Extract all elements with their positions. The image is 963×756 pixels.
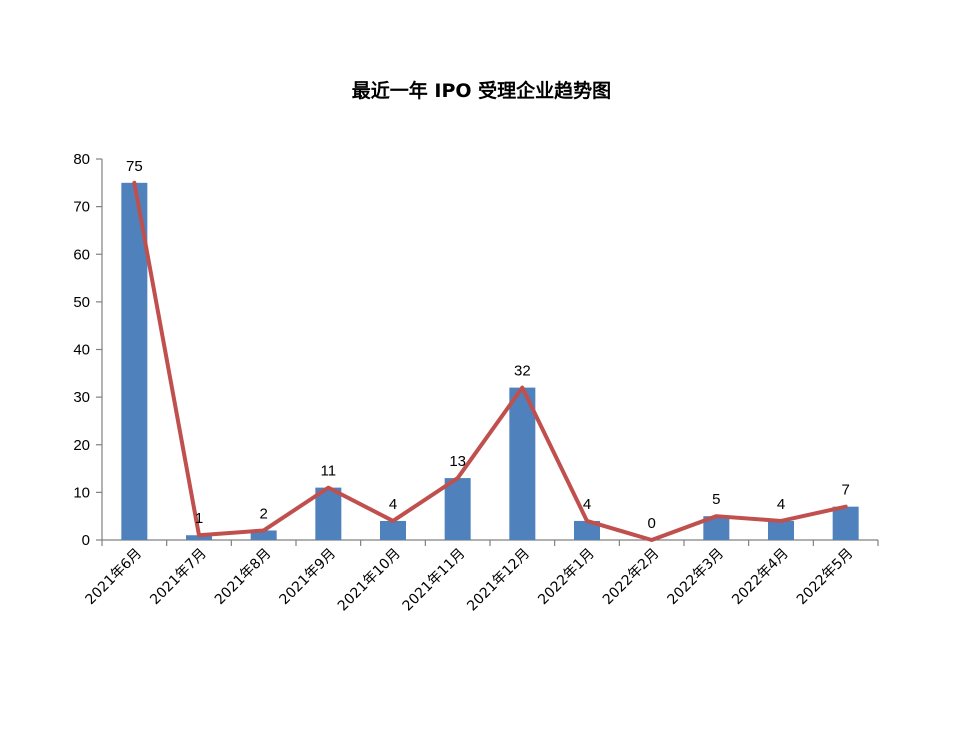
- y-tick-label: 40: [73, 342, 90, 359]
- y-tick-label: 60: [73, 246, 90, 263]
- y-tick-label: 10: [73, 484, 90, 501]
- bar: [574, 520, 600, 540]
- y-tick-label: 0: [82, 532, 90, 549]
- data-label: 2: [259, 505, 267, 522]
- x-tick-label: 2021年6月: [83, 546, 146, 609]
- data-label: 75: [126, 158, 143, 175]
- bar: [380, 520, 406, 540]
- bars: [121, 182, 859, 540]
- bar: [315, 487, 342, 540]
- x-tick-label: 2022年5月: [794, 546, 857, 609]
- y-tick-label: 30: [73, 389, 90, 406]
- trend-line: [132, 180, 848, 542]
- x-tick-label: 2022年2月: [600, 546, 663, 609]
- chart-title: 最近一年 IPO 受理企业趋势图: [351, 80, 612, 102]
- data-label: 0: [647, 515, 655, 532]
- x-tick-label: 2022年3月: [665, 546, 728, 609]
- trend-polyline: [132, 180, 848, 542]
- x-tick-label: 2021年12月: [464, 546, 533, 615]
- x-tick-label: 2021年11月: [400, 546, 469, 615]
- bar: [768, 520, 794, 540]
- bar: [444, 478, 471, 540]
- data-label: 7: [841, 482, 849, 499]
- data-label: 11: [321, 463, 337, 480]
- y-tick-label: 50: [73, 294, 90, 311]
- x-tick-label: 2021年8月: [212, 546, 275, 609]
- data-label: 4: [777, 496, 785, 513]
- y-tick-label: 80: [73, 151, 90, 168]
- y-tick-label: 70: [73, 199, 90, 216]
- x-tick-label: 2022年4月: [729, 546, 792, 609]
- bar: [703, 516, 730, 540]
- bar: [186, 535, 212, 540]
- x-tick-label: 2021年7月: [147, 546, 210, 609]
- y-tick-label: 20: [73, 437, 90, 454]
- x-tick-label: 2022年1月: [535, 546, 598, 609]
- data-label: 1: [195, 510, 203, 527]
- bar: [509, 387, 536, 540]
- data-label: 32: [514, 363, 531, 380]
- axes: [96, 158, 879, 546]
- data-label: 5: [712, 491, 720, 508]
- data-label: 4: [389, 496, 397, 513]
- data-labels: 75 1 2 11 4 13 32 4 0 5 4 7: [126, 158, 850, 532]
- x-tick-label: 2021年10月: [335, 546, 404, 615]
- bar: [121, 182, 148, 540]
- bar: [250, 530, 277, 540]
- data-label: 4: [583, 496, 591, 513]
- data-label: 13: [449, 453, 466, 470]
- x-tick-label: 2021年9月: [277, 546, 340, 609]
- y-axis-labels: 0 10 20 30 40 50 60 70 80: [73, 151, 90, 549]
- x-axis-labels: 2021年6月 2021年7月 2021年8月 2021年9月2021年10月2021…: [83, 546, 857, 615]
- bar: [832, 506, 859, 540]
